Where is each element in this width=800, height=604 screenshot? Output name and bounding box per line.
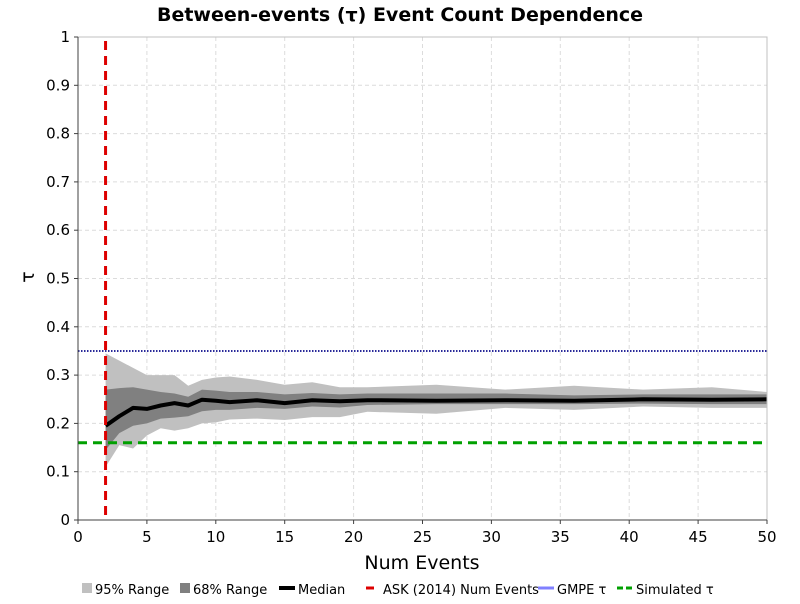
y-tick-label: 0.1 — [46, 463, 70, 481]
legend-label: ASK (2014) Num Events — [383, 583, 539, 598]
legend-ask-num-events: ASK (2014) Num Events — [366, 583, 539, 598]
legend-median: Median — [279, 583, 345, 598]
legend-label: GMPE τ — [557, 583, 606, 598]
x-tick-label: 45 — [689, 528, 708, 546]
x-tick-label: 40 — [620, 528, 639, 546]
x-tick-label: 50 — [757, 528, 776, 546]
plot-area: 0 5 10 15 20 25 30 35 40 45 50 0 0.1 0.2 0.3 0.4 0.5 0.6 0… — [46, 28, 776, 546]
y-tick-label: 0.2 — [46, 414, 70, 432]
band-95-range — [105, 353, 768, 467]
x-tick-label: 35 — [551, 528, 570, 546]
y-tick-label: 0.6 — [46, 221, 70, 239]
legend-gmpe-tau: GMPE τ — [538, 583, 606, 598]
y-axis-label: τ — [17, 271, 39, 282]
median-line — [104, 397, 768, 428]
x-tick-label: 20 — [344, 528, 363, 546]
y-tick-label: 0 — [60, 511, 70, 529]
y-tick-label: 0.3 — [46, 366, 70, 384]
x-tick-label: 25 — [413, 528, 432, 546]
x-tick-label: 5 — [142, 528, 152, 546]
y-tick-label: 0.9 — [46, 76, 70, 94]
legend-68-range: 68% Range — [180, 583, 267, 598]
legend-label: 68% Range — [193, 583, 267, 598]
legend-label: Median — [298, 583, 345, 598]
x-tick-label: 30 — [482, 528, 501, 546]
x-tick-label: 10 — [206, 528, 225, 546]
legend-label: 95% Range — [95, 583, 169, 598]
legend: 95% Range 68% Range Median ASK (2014) Num E… — [82, 583, 714, 598]
x-axis-label: Num Events — [364, 552, 479, 574]
y-tick-label: 0.5 — [46, 270, 70, 288]
legend-simulated-tau: Simulated τ — [617, 583, 714, 598]
legend-swatch — [82, 583, 92, 593]
y-tick-label: 0.4 — [46, 318, 70, 336]
legend-95-range: 95% Range — [82, 583, 169, 598]
x-tick-label: 0 — [73, 528, 83, 546]
x-tick-label: 15 — [275, 528, 294, 546]
y-tick-label: 0.8 — [46, 125, 70, 143]
y-tick-label: 1 — [60, 28, 70, 46]
chart-title: Between-events (τ) Event Count Dependenc… — [157, 4, 643, 26]
legend-label: Simulated τ — [636, 583, 714, 598]
legend-swatch — [180, 583, 190, 593]
y-tick-label: 0.7 — [46, 173, 70, 191]
